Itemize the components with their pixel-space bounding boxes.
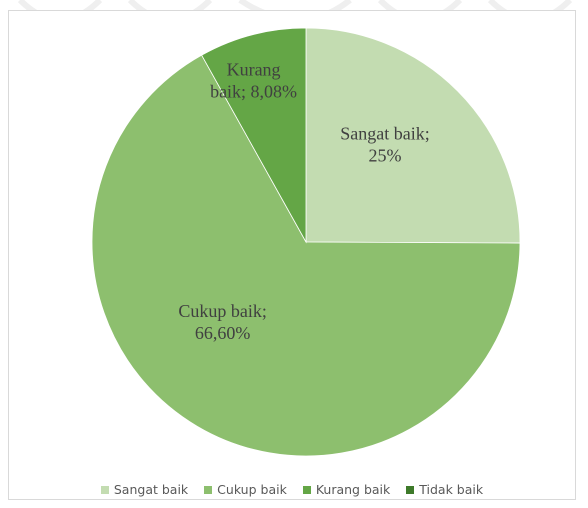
data-label-kurang-baik: Kurang baik; 8,08%: [210, 60, 297, 102]
legend-label-sangat-baik: Sangat baik: [113, 482, 189, 497]
legend-item-sangat-baik: Sangat baik: [100, 482, 189, 497]
data-label-sangat-baik-line-2: 25%: [368, 145, 401, 165]
chart-legend: Sangat baik Cukup baik Kurang baik Tidak…: [9, 482, 575, 497]
data-label-kurang-baik-line-2: baik; 8,08%: [210, 82, 297, 102]
data-label-kurang-baik-line-1: Kurang: [227, 60, 281, 80]
pie-slice-cukup-baik: [91, 54, 521, 457]
pie-chart: Sangat baik; 25% Cukup baik; 66,60% Kurang ba…: [91, 27, 521, 457]
legend-label-cukup-baik: Cukup baik: [217, 482, 287, 497]
legend-swatch-tidak-baik: [406, 485, 415, 494]
legend-label-tidak-baik: Tidak baik: [419, 482, 484, 497]
legend-swatch-sangat-baik: [100, 485, 109, 494]
data-label-cukup-baik: Cukup baik; 66,60%: [178, 301, 267, 343]
data-label-cukup-baik-line-1: Cukup baik;: [178, 301, 267, 321]
pie-slice-kurang-baik: [201, 27, 307, 244]
data-label-sangat-baik: Sangat baik; 25%: [340, 123, 429, 165]
chart-area: Sangat baik; 25% Cukup baik; 66,60% Kurang ba…: [8, 10, 576, 500]
legend-label-kurang-baik: Kurang baik: [315, 482, 391, 497]
data-label-cukup-baik-line-2: 66,60%: [195, 323, 251, 343]
legend-item-tidak-baik: Tidak baik: [406, 482, 483, 497]
data-label-sangat-baik-line-1: Sangat baik;: [340, 123, 429, 143]
pie-slice-sangat-baik: [305, 27, 521, 244]
legend-swatch-kurang-baik: [302, 485, 311, 494]
legend-item-kurang-baik: Kurang baik: [302, 482, 391, 497]
legend-item-cukup-baik: Cukup baik: [204, 482, 287, 497]
legend-swatch-cukup-baik: [204, 485, 213, 494]
